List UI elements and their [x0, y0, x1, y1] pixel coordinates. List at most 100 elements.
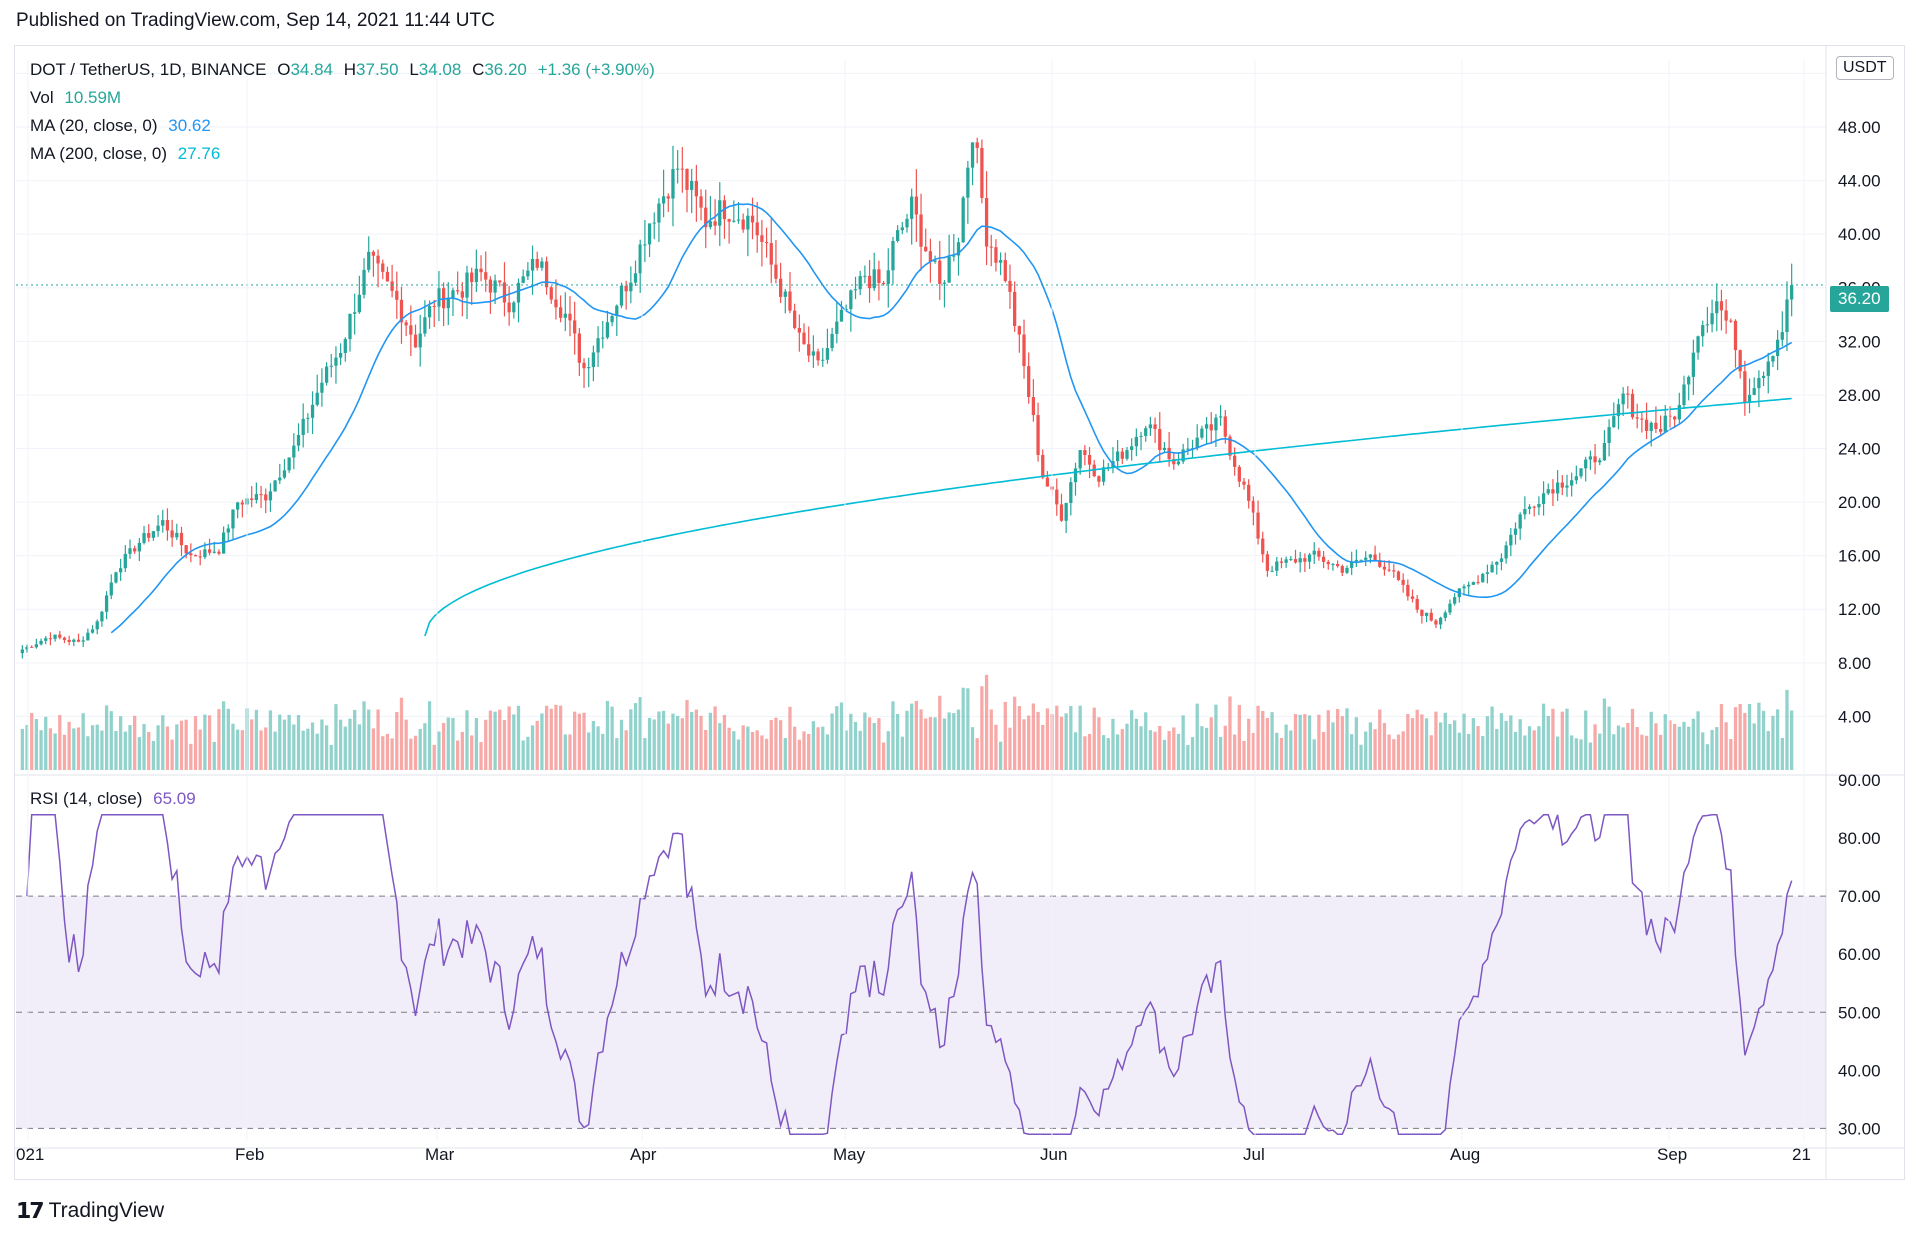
volume-bar: [928, 717, 933, 770]
volume-bar: [1130, 710, 1134, 770]
volume-bar: [905, 710, 909, 770]
volume-bar: [661, 710, 666, 770]
volume-bar: [975, 738, 979, 770]
volume-bar: [998, 741, 1003, 770]
candle-body: [137, 542, 141, 552]
volume-bar: [1490, 706, 1494, 770]
volume-bar: [1406, 714, 1410, 770]
candle-body: [488, 279, 493, 293]
volume-bar: [357, 724, 361, 770]
time-axis-label: 021: [16, 1145, 44, 1164]
candle-body: [708, 221, 713, 228]
volume-bar: [170, 739, 174, 770]
candle-body: [1317, 550, 1321, 557]
ma20-legend[interactable]: MA (20, close, 0) 30.62: [30, 116, 217, 136]
volume-bar: [137, 737, 141, 770]
candle-body: [81, 640, 85, 642]
candle-body: [1584, 459, 1588, 469]
volume-bar: [1218, 736, 1223, 770]
volume-bar: [811, 721, 816, 770]
volume-bar: [1027, 715, 1031, 770]
volume-bar: [1462, 713, 1466, 770]
volume-bar: [685, 700, 689, 770]
candle-body: [128, 548, 132, 554]
candle-body: [886, 270, 890, 285]
rsi-axis-label: 90.00: [1838, 771, 1881, 790]
tradingview-logo[interactable]: 𝟭𝟳 TradingView: [16, 1198, 164, 1224]
candle-body: [1616, 404, 1621, 417]
candle-body: [1307, 554, 1312, 562]
candle-body: [1214, 417, 1218, 431]
volume-bar: [746, 726, 750, 770]
candle-body: [980, 147, 984, 198]
low-value: 34.08: [418, 60, 462, 79]
volume-bar: [1729, 739, 1733, 770]
currency-selector[interactable]: USDT: [1836, 56, 1894, 80]
volume-bar: [165, 726, 170, 770]
volume-bar: [250, 719, 254, 770]
candle-body: [1364, 557, 1368, 560]
ma200-legend[interactable]: MA (200, close, 0) 27.76: [30, 144, 226, 164]
volume-bar: [175, 724, 179, 770]
rsi-axis-label: 50.00: [1838, 1003, 1881, 1022]
close-label: C: [472, 60, 485, 79]
candle-body: [540, 261, 544, 268]
volume-bar: [217, 709, 221, 770]
candle-body: [680, 168, 684, 170]
volume-bar: [207, 715, 212, 770]
candle-body: [881, 283, 886, 285]
candle-body: [1640, 418, 1644, 420]
volume-bar: [432, 744, 436, 770]
candle-body: [1392, 570, 1396, 572]
candle-body: [521, 276, 525, 283]
volume-bar: [881, 742, 886, 770]
candle-body: [1598, 460, 1602, 463]
candle-body: [1415, 598, 1419, 610]
volume-bar: [1115, 734, 1120, 770]
volume-bar: [371, 728, 376, 770]
volume-bar: [39, 730, 43, 770]
candle-body: [1738, 350, 1742, 372]
candle-body: [268, 491, 273, 501]
candle-body: [558, 307, 563, 318]
candle-body: [203, 549, 207, 558]
candle-body: [58, 634, 62, 638]
candle-body: [615, 305, 619, 317]
symbol-name: DOT / TetherUS, 1D, BINANCE: [30, 60, 267, 79]
candle-body: [409, 325, 413, 335]
rsi-legend[interactable]: RSI (14, close) 65.09: [30, 789, 202, 809]
time-axis-label: Jun: [1040, 1145, 1067, 1164]
candle-body: [853, 289, 858, 291]
candle-body: [348, 313, 352, 340]
volume-bar: [292, 724, 296, 770]
candle-body: [1448, 603, 1452, 613]
volume-bar: [1139, 726, 1143, 770]
candle-body: [984, 197, 989, 247]
candle-body: [933, 260, 937, 262]
candle-body: [1766, 361, 1770, 376]
volume-legend[interactable]: Vol 10.59M: [30, 88, 127, 108]
candle-body: [493, 280, 497, 293]
candle-body: [226, 528, 230, 533]
candle-body: [877, 269, 881, 284]
volume-bar: [409, 738, 413, 770]
candle-body: [1724, 310, 1728, 321]
candle-body: [254, 494, 259, 501]
change-value: +1.36 (+3.90%): [537, 60, 655, 79]
candle-body: [1373, 554, 1377, 561]
volume-bar: [1003, 701, 1007, 770]
candle-body: [1031, 397, 1036, 416]
volume-bar: [1013, 696, 1017, 770]
volume-bar: [844, 730, 848, 770]
candle-body: [1523, 508, 1527, 515]
rsi-axis-label: 70.00: [1838, 887, 1881, 906]
volume-bar: [643, 738, 647, 770]
volume-bar: [1640, 734, 1644, 770]
candle-body: [835, 321, 839, 334]
candle-body: [1635, 417, 1639, 419]
candle-body: [1434, 620, 1438, 625]
candle-body: [736, 219, 741, 221]
volume-bar: [465, 710, 469, 770]
symbol-legend[interactable]: DOT / TetherUS, 1D, BINANCE O34.84 H37.5…: [30, 60, 661, 80]
